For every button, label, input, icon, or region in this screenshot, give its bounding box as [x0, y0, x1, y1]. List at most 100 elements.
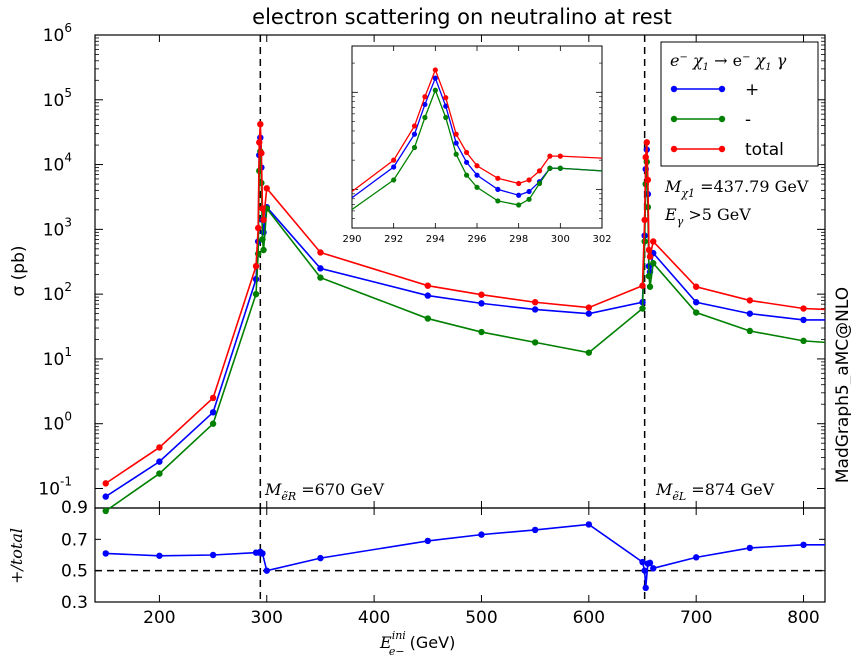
inset-data-point [443, 114, 449, 121]
legend-marker-0 [670, 85, 678, 93]
data-point [643, 139, 650, 146]
data-point [746, 297, 754, 304]
ratio-data-point [102, 550, 109, 557]
ratio-data-point [639, 558, 646, 566]
inset-data-point [557, 153, 563, 159]
data-point [478, 328, 485, 336]
x-tick-label-4: 600 [573, 608, 605, 628]
inset-data-point [547, 165, 553, 171]
data-point [644, 176, 652, 184]
inset-axis-ticks: 290 292 294 296 298 300 302 [342, 45, 612, 245]
data-point [585, 310, 593, 317]
inset-data-point [557, 165, 563, 171]
inset-data-point [463, 159, 470, 165]
inset-data-point [474, 184, 480, 190]
main-series-group [102, 120, 826, 515]
data-point [156, 470, 163, 477]
inset-data-point [463, 172, 470, 178]
legend-entries: + - total [670, 80, 784, 160]
data-point [645, 246, 653, 254]
inset-x-tick-label-5: 300 [551, 234, 570, 245]
ratio-y-tick-label-2: 0.7 [61, 530, 88, 550]
ratio-plot-content [95, 508, 825, 602]
ratio-data-point [156, 552, 163, 559]
data-point [317, 249, 324, 256]
x-tick-label-2: 400 [358, 608, 390, 628]
data-point [424, 282, 431, 289]
data-point [259, 236, 266, 243]
inset-data-point [495, 175, 501, 181]
ratio-data-point [650, 565, 657, 572]
y-tick-label-7: 106 [43, 21, 72, 46]
data-point [650, 238, 657, 245]
inset-x-tick-label-3: 296 [467, 234, 486, 245]
x-tick-label-0: 200 [143, 608, 175, 628]
data-point [260, 216, 267, 224]
legend-marker-0 [718, 85, 726, 93]
ratio-y-axis-ticks: 0.3 0.5 0.7 [61, 530, 825, 613]
data-point [317, 274, 324, 281]
inset-series-line-1 [351, 88, 603, 211]
data-point [102, 507, 109, 515]
madgraph-side-label: MadGraph5_aMC@NLO [833, 287, 851, 483]
data-point [639, 305, 646, 312]
data-point [424, 292, 431, 299]
inset-data-point [432, 75, 438, 81]
inset-data-point [422, 114, 428, 121]
data-point [259, 205, 266, 212]
data-point [156, 458, 163, 465]
inset-data-point [463, 149, 470, 156]
inset-data-point [411, 131, 418, 137]
y-axis-label: σ (pb) [9, 245, 29, 296]
inset-data-point [411, 123, 418, 129]
inset-data-point [391, 164, 397, 170]
data-point [692, 309, 700, 316]
data-point [746, 327, 754, 335]
x-tick-label-3: 500 [465, 608, 497, 628]
ratio-data-point [746, 544, 754, 552]
inset-data-point [453, 131, 459, 137]
data-point [646, 283, 654, 290]
data-point [642, 153, 649, 161]
annotation-mass-er: MẽR =670 GeV [264, 480, 385, 503]
inset-data-point [547, 153, 553, 159]
data-point [102, 493, 109, 500]
legend-label-1: - [745, 110, 751, 130]
y-tick-label-6: 105 [43, 86, 72, 111]
main-slepton-mass-lines [259, 35, 646, 508]
legend-label-2: total [745, 140, 784, 160]
inset-data-point [391, 157, 397, 163]
inset-data-point [411, 144, 418, 151]
ratio-data-point [800, 541, 807, 549]
inset-data-point [526, 177, 532, 183]
inset-x-tick-label-0: 290 [342, 234, 361, 245]
annotation-photon-energy-cut: Eγ >5 GeV [664, 205, 751, 228]
ratio-data-point [209, 551, 217, 559]
inset-data-point [516, 202, 522, 208]
main-y-axis-ticks: 10-1 100 101 102 103 104 105 106 [38, 21, 825, 499]
legend-marker-1 [670, 115, 678, 123]
inset-data-point [495, 198, 501, 204]
y-tick-label-4: 103 [43, 215, 72, 240]
x-axis-label: Eini e− (GeV) [379, 629, 455, 657]
data-point [209, 394, 217, 402]
ratio-y-tick-label-1: 0.5 [61, 562, 88, 582]
ratio-data-point [531, 526, 539, 534]
data-point [209, 409, 217, 416]
data-point [585, 349, 593, 356]
legend-label-0: + [745, 80, 759, 100]
ratio-data-point [478, 531, 485, 538]
x-tick-label-5: 700 [680, 608, 712, 628]
data-point [746, 310, 754, 317]
legend-box [660, 41, 819, 167]
inset-data-point [443, 95, 449, 101]
data-point [646, 253, 654, 260]
data-point [478, 300, 485, 307]
inset-series-line-2 [351, 68, 603, 193]
data-point [692, 299, 700, 306]
inset-data-point [495, 186, 501, 192]
data-point [531, 299, 539, 306]
data-point [252, 262, 260, 270]
inset-x-tick-label-6: 302 [592, 234, 611, 245]
inset-series-group [351, 67, 603, 211]
